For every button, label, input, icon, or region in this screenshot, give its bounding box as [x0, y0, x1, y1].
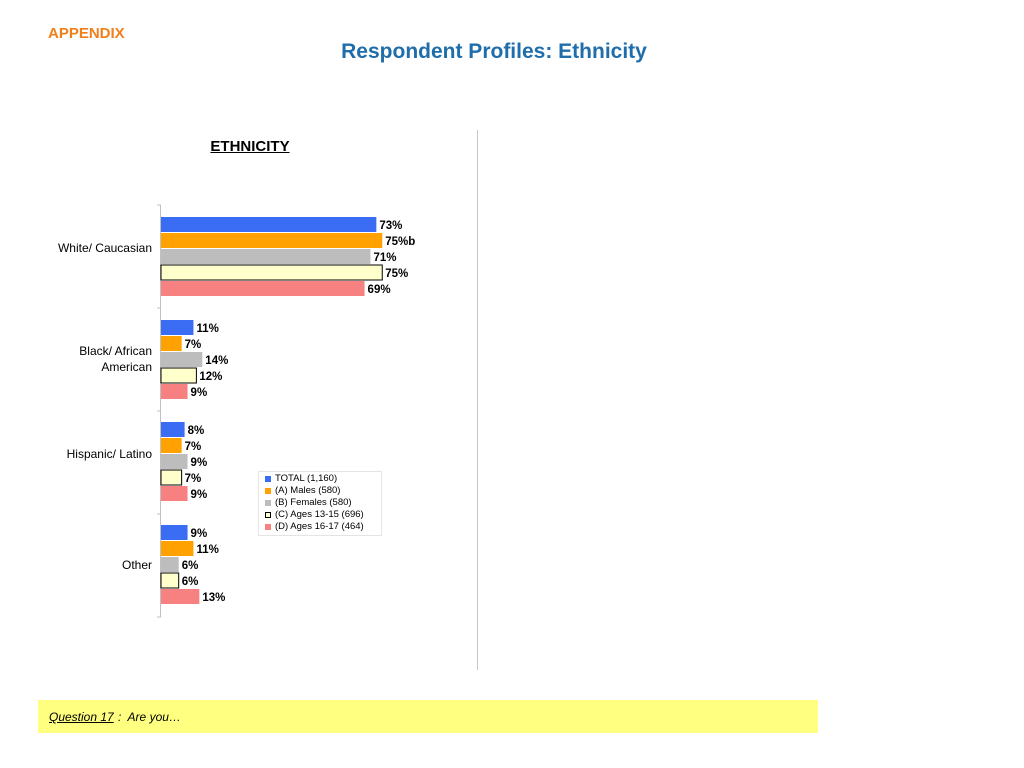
- bar-white-caucasian-a-males-580: [161, 233, 383, 248]
- data-label-black-african-american-b-females-580: 14%: [205, 355, 228, 367]
- legend-label-males: (A) Males (580): [275, 485, 341, 496]
- data-label-other-c-ages-13-15-696: 6%: [182, 576, 199, 588]
- bar-other-total-1-160: [161, 525, 188, 540]
- bar-white-caucasian-total-1-160: [161, 217, 377, 232]
- legend-item-females: (B) Females (580): [265, 497, 381, 509]
- question-number: Question 17: [49, 710, 114, 724]
- data-label-hispanic-latino-b-females-580: 9%: [191, 457, 208, 469]
- bar-hispanic-latino-d-ages-16-17-464: [161, 486, 188, 501]
- bar-other-d-ages-16-17-464: [161, 589, 200, 604]
- legend-item-ages-16-17: (D) Ages 16-17 (464): [265, 521, 381, 533]
- legend-label-total: TOTAL (1,160): [275, 473, 338, 484]
- bar-black-african-american-total-1-160: [161, 320, 194, 335]
- data-label-white-caucasian-b-females-580: 71%: [373, 252, 396, 264]
- bar-white-caucasian-c-ages-13-15-696: [160, 264, 383, 281]
- data-label-white-caucasian-a-males-580: 75%b: [385, 236, 415, 248]
- legend-swatch-total: [265, 476, 271, 482]
- chart-legend: TOTAL (1,160) (A) Males (580) (B) Female…: [258, 471, 382, 536]
- data-label-black-african-american-a-males-580: 7%: [185, 339, 202, 351]
- bar-black-african-american-a-males-580: [161, 336, 182, 351]
- data-label-hispanic-latino-c-ages-13-15-696: 7%: [185, 473, 202, 485]
- question-footer: Question 17 : Are you…: [38, 700, 818, 733]
- category-label-white-caucasian: White/ Caucasian: [57, 241, 152, 255]
- legend-item-total: TOTAL (1,160): [265, 473, 381, 485]
- legend-swatch-ages-13-15: [265, 512, 271, 518]
- legend-label-females: (B) Females (580): [275, 497, 352, 508]
- data-label-black-african-american-d-ages-16-17-464: 9%: [191, 387, 208, 399]
- appendix-label: APPENDIX: [48, 25, 125, 42]
- legend-label-ages-16-17: (D) Ages 16-17 (464): [275, 521, 364, 532]
- data-label-other-d-ages-16-17-464: 13%: [202, 592, 225, 604]
- bar-hispanic-latino-c-ages-13-15-696: [160, 469, 183, 486]
- bar-hispanic-latino-total-1-160: [161, 422, 185, 437]
- data-label-other-b-females-580: 6%: [182, 560, 199, 572]
- data-label-hispanic-latino-total-1-160: 8%: [188, 425, 205, 437]
- legend-swatch-males: [265, 488, 271, 494]
- legend-swatch-ages-16-17: [265, 524, 271, 530]
- data-label-white-caucasian-d-ages-16-17-464: 69%: [368, 284, 391, 296]
- bar-white-caucasian-b-females-580: [161, 249, 371, 264]
- data-label-white-caucasian-total-1-160: 73%: [379, 220, 402, 232]
- bar-white-caucasian-d-ages-16-17-464: [161, 281, 365, 296]
- data-label-hispanic-latino-a-males-580: 7%: [185, 441, 202, 453]
- ethnicity-bar-chart: 73%75%b71%75%69%11%7%14%12%9%8%7%9%7%9%9…: [157, 204, 415, 618]
- data-label-black-african-american-total-1-160: 11%: [196, 323, 218, 335]
- data-label-other-total-1-160: 9%: [191, 528, 208, 540]
- legend-item-ages-13-15: (C) Ages 13-15 (696): [265, 509, 381, 521]
- bar-other-a-males-580: [161, 541, 194, 556]
- bar-hispanic-latino-a-males-580: [161, 438, 182, 453]
- data-label-hispanic-latino-d-ages-16-17-464: 9%: [191, 489, 208, 501]
- category-label-black-african-american: Black/ African American: [79, 344, 152, 374]
- data-label-black-african-american-c-ages-13-15-696: 12%: [199, 371, 222, 383]
- bar-black-african-american-d-ages-16-17-464: [161, 384, 188, 399]
- question-text: : Are you…: [118, 710, 181, 724]
- data-label-other-a-males-580: 11%: [196, 544, 218, 556]
- bar-other-c-ages-13-15-696: [160, 572, 180, 589]
- bar-hispanic-latino-b-females-580: [161, 454, 188, 469]
- legend-label-ages-13-15: (C) Ages 13-15 (696): [275, 509, 364, 520]
- page-title: Respondent Profiles: Ethnicity: [341, 40, 647, 63]
- bar-black-african-american-b-females-580: [161, 352, 203, 367]
- legend-item-males: (A) Males (580): [265, 485, 381, 497]
- vertical-divider: [477, 130, 478, 670]
- legend-swatch-females: [265, 500, 271, 506]
- bar-black-african-american-c-ages-13-15-696: [160, 367, 197, 384]
- data-label-white-caucasian-c-ages-13-15-696: 75%: [385, 268, 408, 280]
- chart-title: ETHNICITY: [210, 138, 290, 155]
- category-label-other: Other: [121, 558, 152, 572]
- bar-other-b-females-580: [161, 557, 179, 572]
- category-label-hispanic-latino: Hispanic/ Latino: [66, 447, 152, 461]
